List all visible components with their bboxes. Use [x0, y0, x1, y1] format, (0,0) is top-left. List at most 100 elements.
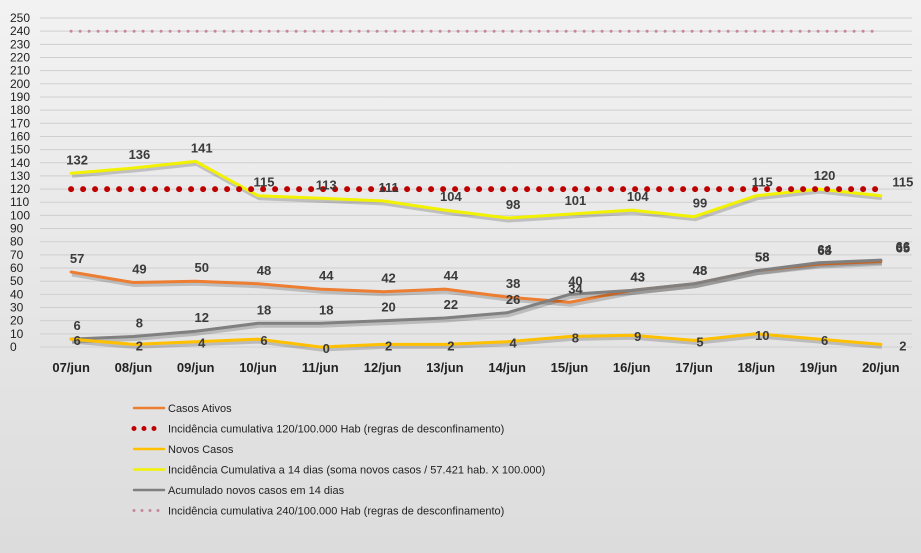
y-tick-label: 10	[10, 327, 24, 341]
data-label-novos: 4	[198, 336, 206, 351]
series-line-acumulado14	[69, 258, 883, 341]
data-label-novos: 6	[260, 333, 267, 348]
data-label-novos: 2	[385, 338, 392, 353]
y-tick-label: 40	[10, 287, 24, 301]
data-label-ativos: 57	[70, 251, 84, 266]
x-tick-label: 11/jun	[302, 360, 339, 375]
data-label-acumulado14: 6	[74, 318, 81, 333]
series-line-novos	[69, 332, 883, 349]
y-tick-label: 90	[10, 222, 24, 236]
legend-label: Acumulado novos casos em 14 dias	[168, 485, 345, 497]
data-label-incidencia14: 111	[378, 180, 398, 195]
legend-item-threshold120: Incidência cumulativa 120/100.000 Hab (r…	[131, 424, 504, 436]
data-label-novos: 2	[447, 338, 454, 353]
data-label-novos: 10	[755, 328, 769, 343]
x-tick-label: 10/jun	[239, 360, 277, 375]
legend-label: Incidência Cumulativa a 14 dias (soma no…	[168, 465, 545, 477]
data-label-ativos: 48	[257, 263, 271, 278]
x-tick-label: 20/jun	[862, 360, 900, 375]
data-label-incidencia14: 98	[506, 197, 520, 212]
y-tick-label: 80	[10, 235, 24, 249]
x-tick-label: 12/jun	[364, 360, 402, 375]
y-tick-label: 110	[10, 195, 29, 209]
y-tick-label: 50	[10, 274, 24, 288]
legend-item-incidencia14: Incidência Cumulativa a 14 dias (soma no…	[132, 465, 545, 477]
data-label-acumulado14: 22	[444, 297, 458, 312]
data-label-incidencia14: 99	[693, 196, 707, 211]
data-label-ativos: 38	[506, 276, 520, 291]
y-tick-label: 140	[10, 156, 30, 170]
legend-item-threshold240: Incidência cumulativa 240/100.000 Hab (r…	[132, 506, 504, 518]
data-label-acumulado14: 18	[257, 302, 271, 317]
data-label-incidencia14: 104	[440, 189, 462, 204]
y-tick-label: 60	[10, 261, 24, 275]
data-label-ativos: 50	[194, 260, 208, 275]
legend-item-acumulado14: Acumulado novos casos em 14 dias	[132, 485, 345, 497]
data-label-incidencia14: 141	[191, 140, 213, 155]
y-tick-label: 190	[10, 90, 30, 104]
series-shadow-acumulado14	[71, 259, 883, 344]
data-label-acumulado14: 20	[381, 300, 395, 315]
data-label-novos: 9	[634, 329, 641, 344]
data-label-novos: 5	[696, 334, 703, 349]
data-label-ativos: 65	[896, 240, 910, 255]
data-label-incidencia14: 136	[129, 147, 151, 162]
data-label-ativos: 44	[444, 268, 459, 283]
y-tick-label: 170	[10, 116, 30, 130]
data-label-acumulado14: 26	[506, 292, 520, 307]
x-tick-label: 07/jun	[52, 360, 90, 375]
x-tick-label: 09/jun	[177, 360, 215, 375]
x-tick-label: 16/jun	[613, 360, 651, 375]
series-shadow-ativos	[71, 261, 883, 307]
y-tick-label: 250	[10, 11, 30, 25]
y-tick-label: 180	[10, 103, 30, 117]
y-axis-ticks: 0102030405060708090100110120130140150160…	[10, 11, 30, 354]
data-label-ativos: 43	[630, 269, 644, 284]
x-tick-label: 13/jun	[426, 360, 464, 375]
data-label-incidencia14: 113	[316, 177, 337, 192]
legend-label: Incidência cumulativa 240/100.000 Hab (r…	[168, 506, 504, 518]
gridlines	[40, 17, 912, 348]
y-tick-label: 220	[10, 50, 30, 64]
y-tick-label: 30	[10, 301, 24, 315]
data-label-acumulado14: 64	[817, 242, 832, 257]
y-tick-label: 0	[10, 340, 17, 354]
y-tick-label: 20	[10, 314, 24, 328]
data-label-acumulado14: 18	[319, 302, 333, 317]
data-label-acumulado14: 66	[896, 239, 910, 254]
data-label-incidencia14: 104	[627, 189, 649, 204]
data-label-acumulado14: 43	[630, 269, 644, 284]
x-tick-label: 08/jun	[115, 360, 153, 375]
data-label-acumulado14: 48	[693, 263, 707, 278]
y-tick-label: 160	[10, 129, 30, 143]
x-tick-label: 17/jun	[675, 360, 713, 375]
y-tick-label: 100	[10, 208, 30, 222]
y-tick-label: 70	[10, 248, 24, 262]
legend: Casos Ativos Incidência cumulativa 120/10…	[131, 403, 545, 518]
data-label-acumulado14: 8	[136, 315, 143, 330]
y-tick-label: 200	[10, 77, 30, 91]
data-label-ativos: 44	[319, 268, 334, 283]
x-axis-ticks: 07/jun 08/jun 09/jun 10/jun 11/jun 12/jun 13/j…	[52, 360, 899, 375]
y-tick-label: 240	[10, 24, 30, 38]
data-label-incidencia14: 115	[892, 175, 913, 190]
data-label-acumulado14: 40	[568, 273, 582, 288]
data-label-incidencia14: 101	[565, 193, 587, 208]
data-label-novos: 2	[899, 338, 906, 353]
data-label-novos: 6	[74, 333, 81, 348]
legend-label: Novos Casos	[168, 444, 234, 456]
data-label-ativos: 34	[568, 281, 583, 296]
series-shadow-incidencia14	[71, 160, 883, 223]
data-label-novos: 8	[572, 330, 579, 345]
x-tick-label: 15/jun	[551, 360, 589, 375]
data-label-ativos: 58	[755, 250, 769, 265]
legend-item-novos: Novos Casos	[132, 444, 234, 456]
y-tick-label: 130	[10, 169, 30, 183]
legend-label: Casos Ativos	[168, 403, 232, 415]
data-label-novos: 0	[323, 341, 330, 356]
data-label-incidencia14: 132	[66, 152, 88, 167]
y-tick-label: 120	[10, 182, 30, 196]
